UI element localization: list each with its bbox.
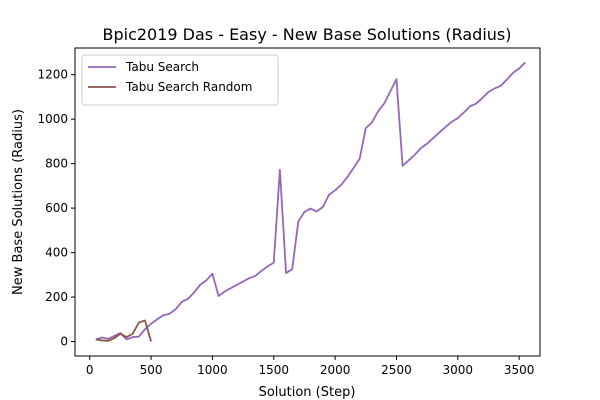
y-tick-label: 0 [60,335,68,349]
x-tick-label: 1500 [258,363,289,377]
x-tick-label: 1000 [197,363,228,377]
y-axis-label: New Base Solutions (Radius) [11,109,26,295]
x-axis: 0 500 1000 1500 2000 2500 3000 3500 [86,356,535,377]
legend: Tabu Search Tabu Search Random [81,54,279,106]
series-line-2 [95,319,152,342]
y-tick-label: 200 [45,290,68,304]
series-lines [95,61,526,342]
plot-area-frame [74,47,541,357]
y-tick-label: 1000 [37,112,68,126]
chart-title: Bpic2019 Das - Easy - New Base Solutions… [102,25,511,44]
y-tick-label: 800 [45,157,68,171]
legend-label: Tabu Search [125,60,199,74]
x-axis-label: Solution (Step) [259,385,356,400]
x-tick-label: 500 [140,363,163,377]
x-tick-label: 3000 [443,363,474,377]
y-tick-label: 400 [45,246,68,260]
y-tick-label: 600 [45,201,68,215]
legend-box [81,54,279,106]
series-line-1 [95,61,526,341]
x-tick-label: 2000 [320,363,351,377]
y-tick-label: 1200 [37,68,68,82]
y-axis: 0 200 400 600 800 1000 1200 [37,68,75,349]
legend-label: Tabu Search Random [125,80,252,94]
x-tick-label: 3500 [504,363,535,377]
x-tick-label: 2500 [381,363,412,377]
x-tick-label: 0 [86,363,94,377]
